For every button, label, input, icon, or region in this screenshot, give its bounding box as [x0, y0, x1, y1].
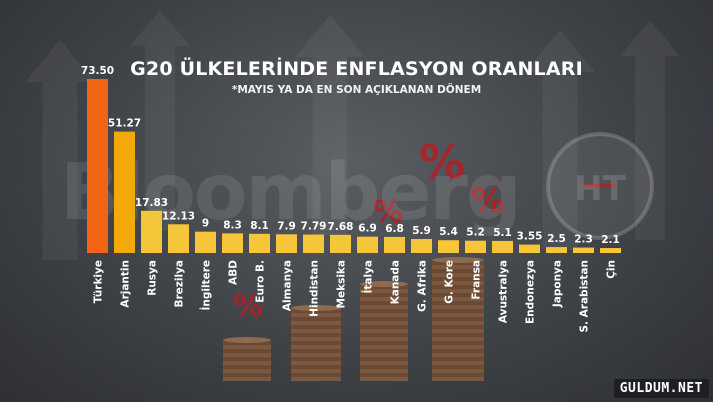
bar	[519, 244, 540, 253]
category-label: Türkiye	[93, 260, 105, 303]
data-label: 5.4	[439, 226, 458, 238]
bloomberg-watermark: Bloomberg	[60, 148, 522, 238]
bar	[573, 247, 594, 253]
data-label: 73.50	[81, 65, 114, 77]
data-label: 2.1	[601, 234, 620, 246]
bar	[87, 79, 108, 253]
bar	[114, 131, 135, 253]
category-label: Hindistan	[309, 260, 321, 317]
category-label: Arjantin	[120, 260, 132, 308]
category-label: G. Afrika	[417, 260, 429, 312]
bar	[546, 247, 567, 253]
data-label: 9	[202, 218, 209, 230]
category-label: Rusya	[147, 260, 159, 296]
bar	[276, 234, 297, 253]
category-label: S. Arabistan	[579, 260, 591, 333]
data-label: 51.27	[108, 118, 141, 130]
bar	[330, 234, 351, 253]
data-label: 6.8	[385, 223, 404, 235]
bar	[249, 233, 270, 253]
category-label: İtalya	[361, 260, 375, 294]
category-label: Avustralya	[498, 260, 510, 323]
data-label: 2.5	[547, 233, 566, 245]
ht-logo: HT	[546, 132, 654, 240]
percent-icon: %	[471, 181, 505, 221]
bar	[141, 210, 162, 253]
percent-icon: %	[373, 195, 403, 230]
category-label: Kanada	[390, 260, 402, 304]
category-label: Endonezya	[525, 260, 537, 324]
bar	[492, 240, 513, 253]
data-label: 5.2	[466, 227, 485, 239]
category-label: İngiltere	[199, 260, 213, 311]
category-label: Japonya	[552, 260, 564, 308]
bar	[168, 224, 189, 253]
category-label: Meksika	[336, 260, 348, 308]
category-label: Çin	[606, 260, 618, 279]
percent-icon: %	[233, 289, 263, 324]
bar	[357, 236, 378, 253]
bar	[195, 231, 216, 253]
percent-icon: %	[419, 135, 465, 189]
background-arrow	[25, 40, 95, 260]
bar	[438, 240, 459, 253]
bar	[222, 233, 243, 253]
data-label: 12.13	[162, 210, 195, 222]
background-arrow	[130, 10, 190, 230]
data-label: 7.9	[277, 220, 296, 232]
data-label: 8.1	[250, 220, 269, 232]
category-label: G. Kore	[444, 260, 456, 304]
bar	[411, 239, 432, 253]
data-label: 6.9	[358, 223, 377, 235]
data-label: 3.55	[517, 231, 543, 243]
bar	[303, 234, 324, 253]
coin-stack	[223, 337, 271, 381]
coin-stack	[291, 305, 341, 381]
background-arrow	[525, 30, 595, 250]
data-label: 2.3	[574, 234, 593, 246]
category-label: ABD	[228, 260, 240, 285]
data-label: 5.1	[493, 227, 512, 239]
background-arrow	[620, 20, 680, 240]
svg-text:HT: HT	[574, 169, 626, 209]
chart-title: G20 ÜLKELERİNDE ENFLASYON ORANLARI	[130, 58, 583, 80]
bar	[384, 236, 405, 253]
coin-stack	[360, 281, 408, 381]
data-label: 7.79	[301, 221, 327, 233]
bar	[465, 240, 486, 253]
data-label: 17.83	[135, 197, 168, 209]
data-label: 7.68	[328, 221, 354, 233]
chart-subtitle: *MAYIS YA DA EN SON AÇIKLANAN DÖNEM	[231, 84, 482, 96]
data-label: 5.9	[412, 225, 431, 237]
category-label: Almanya	[282, 260, 294, 311]
bar	[600, 248, 621, 253]
category-label: Fransa	[471, 260, 483, 300]
category-label: Euro B.	[255, 260, 267, 303]
data-label: 8.3	[223, 219, 242, 231]
background-arrow	[295, 15, 365, 235]
coin-stack	[432, 257, 484, 381]
site-badge[interactable]: GULDUM.NET	[613, 379, 709, 398]
category-label: Brezilya	[174, 260, 186, 308]
